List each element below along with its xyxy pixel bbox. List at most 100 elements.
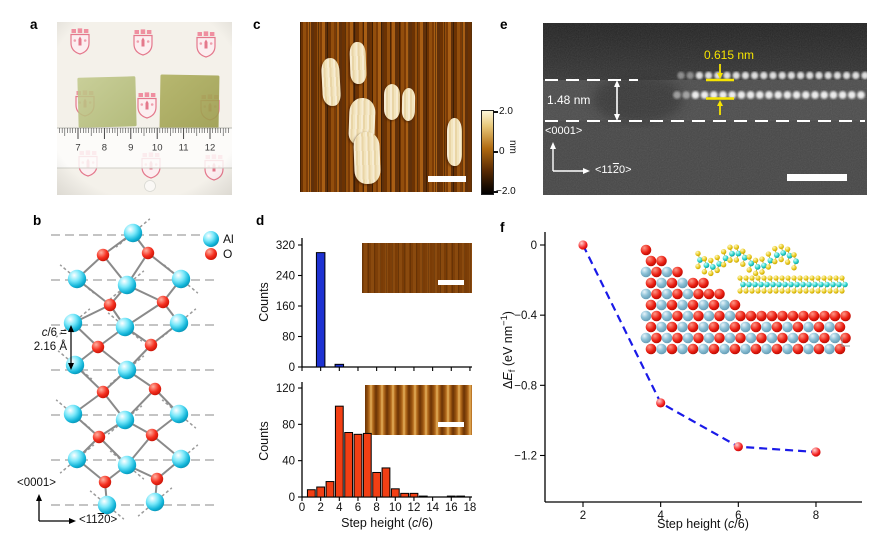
histogram-bar xyxy=(353,433,363,498)
histogram-bar xyxy=(372,471,382,498)
panel-label-b: b xyxy=(33,213,42,228)
oxygen-atom xyxy=(103,298,117,312)
tick-label: 18 xyxy=(464,502,477,514)
height-colorbar xyxy=(481,110,494,195)
arrowhead-down xyxy=(717,73,723,79)
scale-bar xyxy=(438,280,464,285)
tick-label: 120 xyxy=(276,383,295,395)
photo-vignette xyxy=(57,22,232,195)
dft-model-inset xyxy=(640,243,851,355)
colorbar-tick xyxy=(493,111,498,113)
x-axis-label: Step height (c/6) xyxy=(341,516,433,530)
bond-stub xyxy=(107,425,119,435)
histogram-bar xyxy=(344,432,354,498)
data-point xyxy=(578,240,588,250)
aluminium-atom xyxy=(117,275,137,295)
colorbar-min-label: −2.0 xyxy=(496,186,516,197)
tick-label: 8 xyxy=(373,502,379,514)
bond-stub xyxy=(55,399,67,409)
terrace-island xyxy=(320,57,342,107)
terrace-island xyxy=(353,131,381,185)
tick-label: 16 xyxy=(445,502,458,514)
histogram-bar xyxy=(409,492,419,498)
terrace-island xyxy=(384,84,400,120)
axis-label-1120: <1120> xyxy=(79,514,118,526)
panel-b-crystal: Al O c/6 = 2.16 Å <0001> <1120> xyxy=(15,215,255,546)
colorbar-tick xyxy=(493,151,498,153)
panel-label-c: c xyxy=(253,17,261,32)
colorbar-max-label: 2.0 xyxy=(499,106,513,117)
oxygen-atom xyxy=(92,430,106,444)
bond-stub xyxy=(185,419,197,429)
crystal-axes-glyph xyxy=(36,494,76,524)
aluminium-atom xyxy=(117,455,137,475)
bond-stub xyxy=(187,444,199,454)
histogram-bar xyxy=(334,405,344,498)
tick-label: 40 xyxy=(282,456,295,468)
bond-stub xyxy=(161,487,173,497)
photo-substrates: 789101112 xyxy=(57,22,232,195)
step-height-value: 1.48 nm xyxy=(547,93,590,107)
bond-stub xyxy=(113,510,125,520)
tick-label: 6 xyxy=(355,502,361,514)
histogram-bar xyxy=(306,489,316,498)
histogram-bar xyxy=(362,432,372,498)
histogram-bar xyxy=(381,467,391,498)
y-axis-label: Counts xyxy=(257,282,271,322)
afm-inset-as-received xyxy=(365,385,472,435)
bond-stub xyxy=(79,308,91,318)
tick-label: 2 xyxy=(317,502,323,514)
trend-dashed-line xyxy=(582,244,817,454)
histogram-bar xyxy=(316,486,326,498)
panel-d-histograms: 0 80 160 240 320 Counts 0 40 80 120 0 2 4 6 8 10 12 14 16… xyxy=(255,222,505,546)
arrowhead-up xyxy=(550,142,556,149)
atom-lattice xyxy=(51,218,215,520)
bond-stub xyxy=(187,284,199,294)
tick-label: −1.2 xyxy=(514,450,537,462)
bond-stub xyxy=(133,355,145,365)
stem-noise-texture xyxy=(543,23,867,195)
legend-o-marker xyxy=(205,248,217,260)
panel-label-f: f xyxy=(500,220,505,235)
tick-label: 8 xyxy=(813,510,819,522)
oxygen-atom xyxy=(156,295,170,309)
data-point xyxy=(811,447,821,457)
tick-label: 6 xyxy=(735,510,741,522)
oxygen-atom xyxy=(148,382,162,396)
tick-label: 0 xyxy=(289,492,295,504)
bond-stub xyxy=(133,270,145,280)
tick-label: 320 xyxy=(276,240,295,252)
panel-a-photo: 789101112 xyxy=(57,22,232,195)
oxygen-atom xyxy=(91,340,105,354)
bond-stub xyxy=(185,308,197,318)
scale-bar xyxy=(787,174,847,181)
bond-stub xyxy=(89,490,101,500)
panel-e-stem: 1.48 nm 0.615 nm <0001> <1120> xyxy=(543,23,869,195)
terrace-island xyxy=(447,118,462,166)
oxygen-atom xyxy=(96,385,110,399)
aluminium-atom xyxy=(63,404,83,424)
histogram-bar xyxy=(400,492,410,498)
panel-c-afm: 2.0 0 −2.0 nm xyxy=(300,22,535,197)
legend-al-marker xyxy=(203,231,219,247)
oxygen-atom xyxy=(145,428,159,442)
formation-energy-chart: 0 −0.4 −0.8 −1.2 2 4 6 8 ΔEf (eV nm−1) Step heigh… xyxy=(499,232,862,531)
aluminium-atom xyxy=(169,313,189,333)
aluminium-atom xyxy=(123,223,143,243)
aluminium-atom xyxy=(67,449,87,469)
afm-image xyxy=(300,22,472,192)
bond-stub xyxy=(133,470,145,480)
aluminium-atom xyxy=(97,495,117,515)
tick-label: 0 xyxy=(299,502,305,514)
data-point xyxy=(733,442,743,452)
legend-o-label: O xyxy=(223,247,232,261)
aluminium-atom xyxy=(63,313,83,333)
colorbar-tick xyxy=(493,191,498,193)
oxygen-atom xyxy=(96,248,110,262)
arrowhead-right xyxy=(583,168,590,174)
aluminium-atom xyxy=(145,492,165,512)
histogram-bar xyxy=(456,495,466,498)
aluminium-atom xyxy=(115,410,135,430)
scale-bar xyxy=(438,422,464,427)
